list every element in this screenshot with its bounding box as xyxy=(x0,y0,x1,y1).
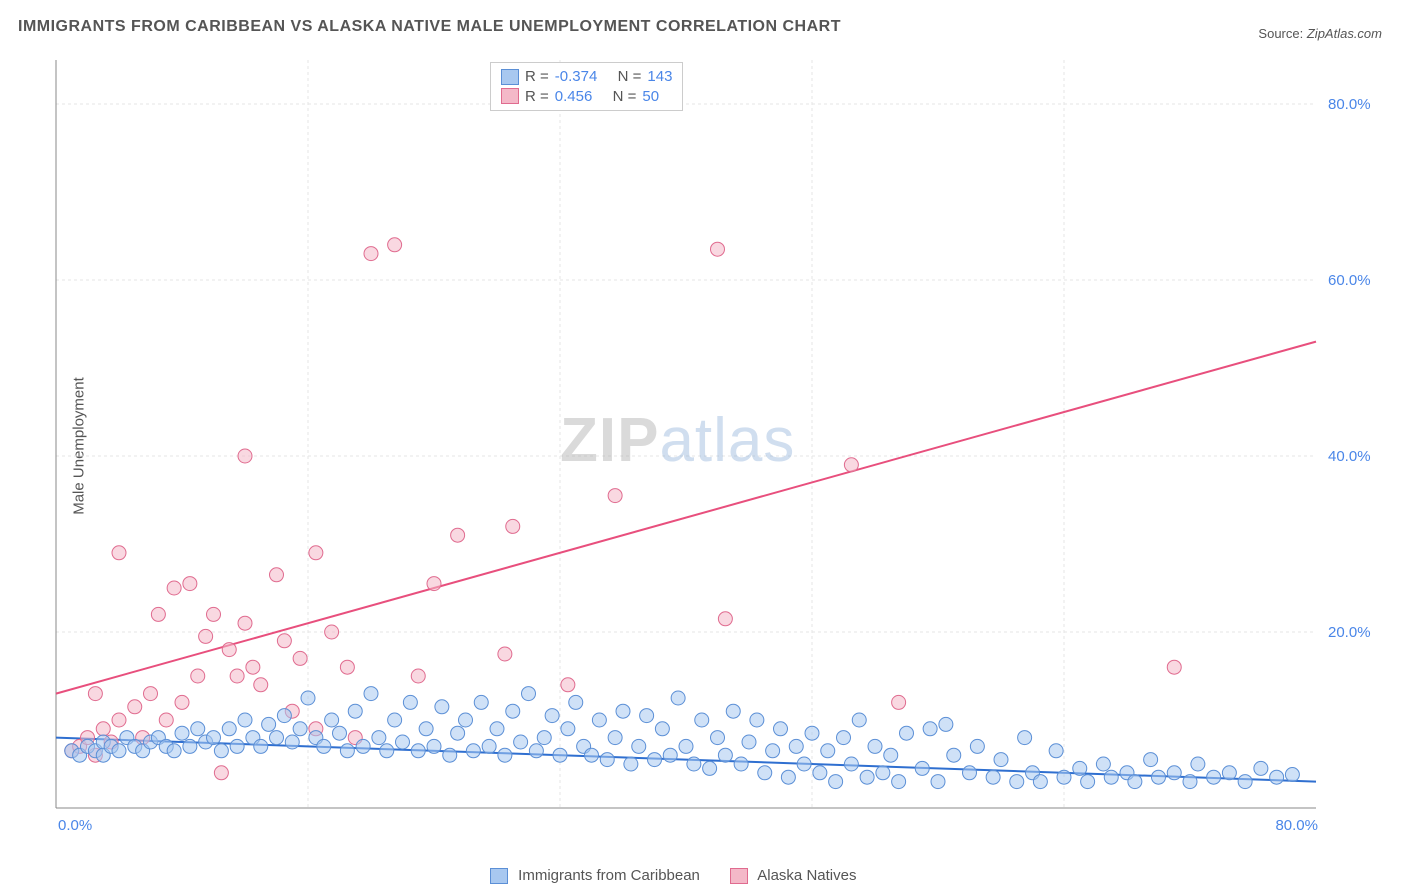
svg-text:20.0%: 20.0% xyxy=(1328,624,1371,641)
legend-row-2: R = 0.456 N = 50 xyxy=(501,87,672,107)
legend-item-label: Immigrants from Caribbean xyxy=(518,867,700,884)
svg-text:60.0%: 60.0% xyxy=(1328,272,1371,289)
scatter-plot: 20.0% 40.0% 60.0% 80.0% 0.0% 80.0% xyxy=(50,60,1386,840)
legend-n-value-2: 50 xyxy=(642,87,659,107)
svg-text:40.0%: 40.0% xyxy=(1328,448,1371,465)
legend-swatch-caribbean xyxy=(501,69,519,85)
legend-item-alaska: Alaska Natives xyxy=(730,867,857,884)
legend-swatch-alaska xyxy=(501,88,519,104)
chart-title: IMMIGRANTS FROM CARIBBEAN VS ALASKA NATI… xyxy=(18,18,841,36)
legend-r-label: R = xyxy=(525,87,549,107)
legend-item-caribbean: Immigrants from Caribbean xyxy=(490,867,700,884)
legend-swatch-icon xyxy=(730,868,748,884)
legend-r-value-2: 0.456 xyxy=(555,87,593,107)
chart-svg: 20.0% 40.0% 60.0% 80.0% 0.0% 80.0% xyxy=(50,60,1386,840)
legend-r-value-1: -0.374 xyxy=(555,67,598,87)
legend-n-label: N = xyxy=(613,87,637,107)
svg-text:0.0%: 0.0% xyxy=(58,817,92,834)
legend-r-label: R = xyxy=(525,67,549,87)
svg-text:80.0%: 80.0% xyxy=(1328,96,1371,113)
source-label: Source: xyxy=(1258,26,1303,41)
legend-n-label: N = xyxy=(618,67,642,87)
legend-item-label: Alaska Natives xyxy=(757,867,856,884)
source-value: ZipAtlas.com xyxy=(1307,26,1382,41)
correlation-legend: R = -0.374 N = 143 R = 0.456 N = 50 xyxy=(490,62,683,111)
series-legend: Immigrants from Caribbean Alaska Natives xyxy=(490,867,856,884)
legend-n-value-1: 143 xyxy=(647,67,672,87)
source-attribution: Source: ZipAtlas.com xyxy=(1258,26,1382,41)
svg-text:80.0%: 80.0% xyxy=(1275,817,1318,834)
legend-swatch-icon xyxy=(490,868,508,884)
legend-row-1: R = -0.374 N = 143 xyxy=(501,67,672,87)
